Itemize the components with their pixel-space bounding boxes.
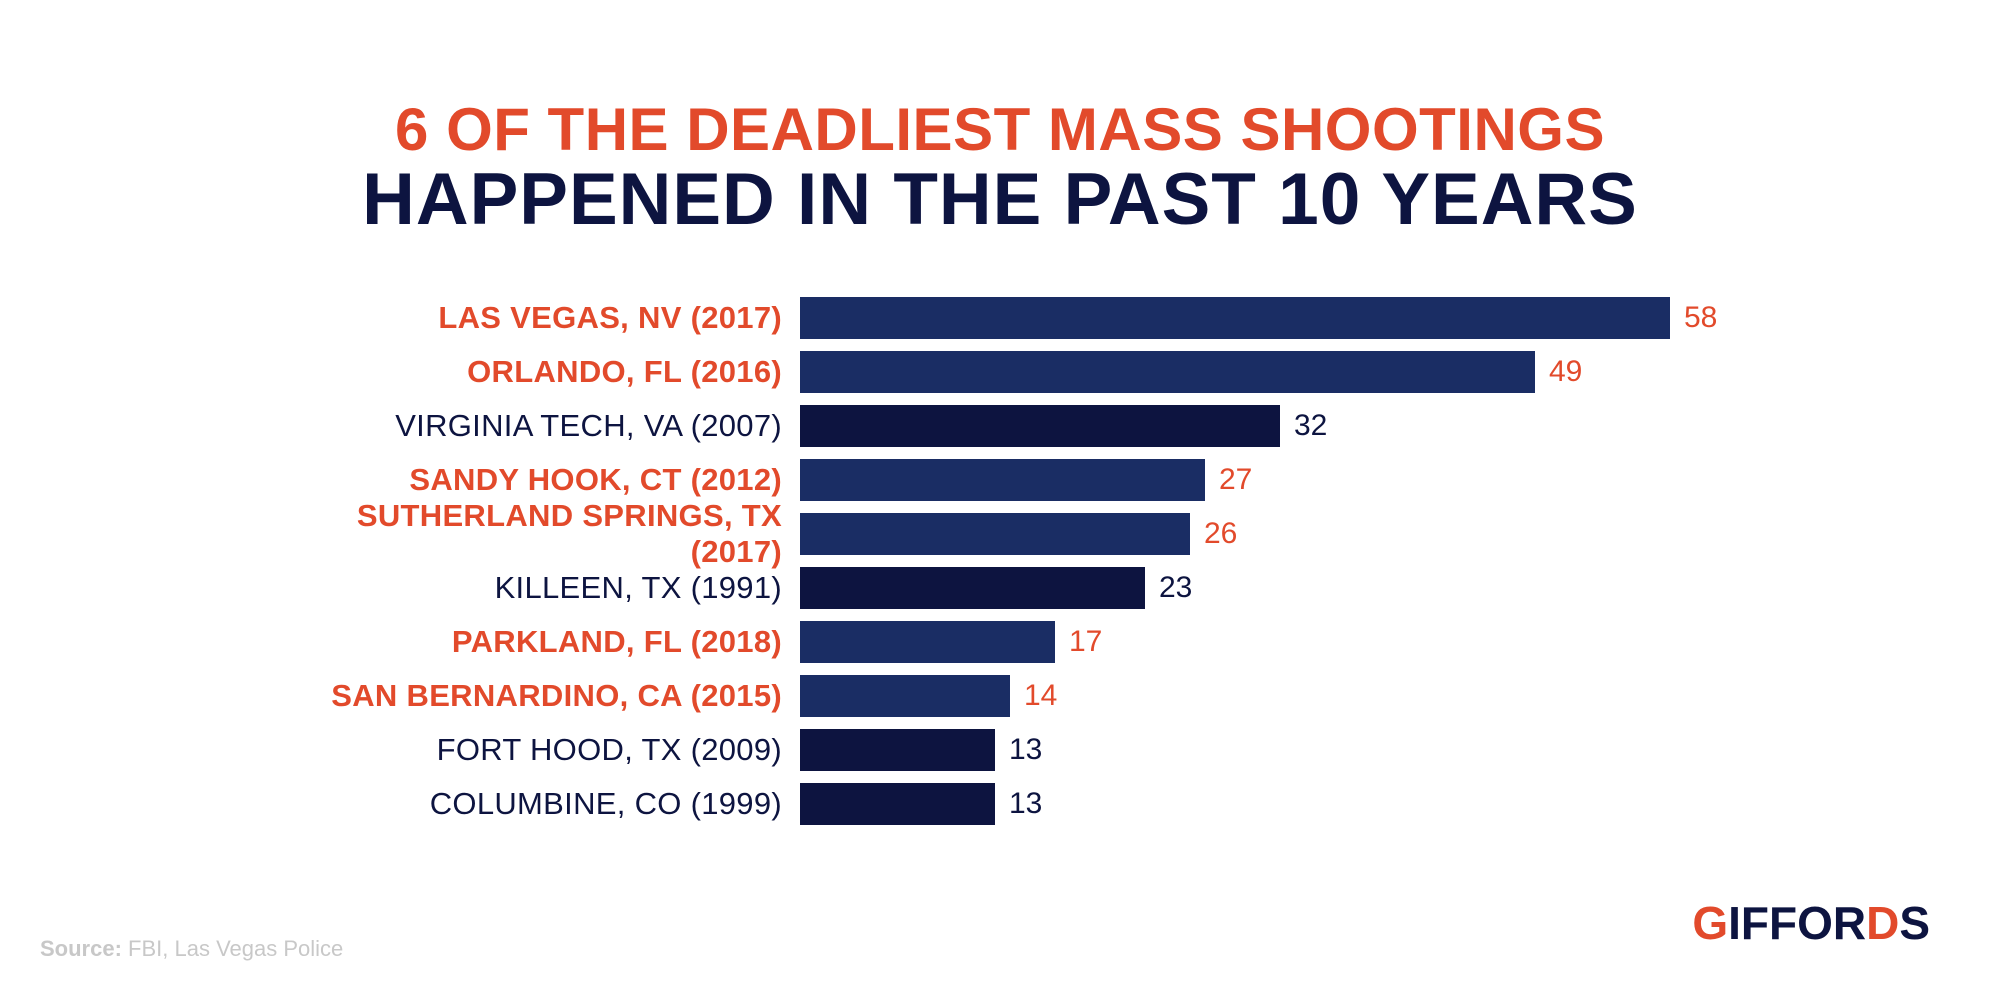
bar-label: PARKLAND, FL (2018)	[270, 624, 800, 660]
bar-value: 49	[1549, 355, 1582, 389]
bar-label: SANDY HOOK, CT (2012)	[270, 462, 800, 498]
title-line-2: HAPPENED IN THE PAST 10 YEARS	[120, 158, 1880, 241]
bar-value: 14	[1024, 679, 1057, 713]
chart-row: LAS VEGAS, NV (2017) 58	[270, 291, 1730, 345]
source-text: FBI, Las Vegas Police	[122, 936, 343, 961]
chart-row: PARKLAND, FL (2018) 17	[270, 615, 1730, 669]
bar-value: 13	[1009, 733, 1042, 767]
bar-label: FORT HOOD, TX (2009)	[270, 732, 800, 768]
bar-area: 14	[800, 675, 1730, 717]
bar-value: 13	[1009, 787, 1042, 821]
title-line-1: 6 OF THE DEADLIEST MASS SHOOTINGS	[120, 95, 1880, 164]
chart-row: SAN BERNARDINO, CA (2015) 14	[270, 669, 1730, 723]
bar-area: 13	[800, 783, 1730, 825]
logo-part-4: S	[1899, 897, 1930, 949]
bar-label: SAN BERNARDINO, CA (2015)	[270, 678, 800, 714]
bar	[800, 297, 1670, 339]
logo-part-2: IFFOR	[1728, 897, 1866, 949]
giffords-logo: GIFFORDS	[1692, 896, 1930, 950]
bar-value: 32	[1294, 409, 1327, 443]
bar	[800, 783, 995, 825]
bar-chart: LAS VEGAS, NV (2017) 58 ORLANDO, FL (2016)…	[270, 291, 1730, 831]
infographic-container: 6 OF THE DEADLIEST MASS SHOOTINGS HAPPEN…	[0, 0, 2000, 1000]
bar-area: 58	[800, 297, 1730, 339]
bar-value: 58	[1684, 301, 1717, 335]
logo-part-1: G	[1692, 897, 1728, 949]
bar-area: 23	[800, 567, 1730, 609]
chart-row: FORT HOOD, TX (2009) 13	[270, 723, 1730, 777]
bar-area: 27	[800, 459, 1730, 501]
bar-label: KILLEEN, TX (1991)	[270, 570, 800, 606]
bar-area: 26	[800, 513, 1730, 555]
bar-value: 27	[1219, 463, 1252, 497]
chart-row: KILLEEN, TX (1991) 23	[270, 561, 1730, 615]
source-prefix: Source:	[40, 936, 122, 961]
bar-area: 17	[800, 621, 1730, 663]
chart-row: COLUMBINE, CO (1999) 13	[270, 777, 1730, 831]
title-block: 6 OF THE DEADLIEST MASS SHOOTINGS HAPPEN…	[120, 95, 1880, 241]
bar	[800, 513, 1190, 555]
bar-value: 17	[1069, 625, 1102, 659]
bar-label: LAS VEGAS, NV (2017)	[270, 300, 800, 336]
bar-value: 26	[1204, 517, 1237, 551]
chart-row: ORLANDO, FL (2016) 49	[270, 345, 1730, 399]
bar	[800, 405, 1280, 447]
chart-row: VIRGINIA TECH, VA (2007) 32	[270, 399, 1730, 453]
bar	[800, 675, 1010, 717]
bar-area: 13	[800, 729, 1730, 771]
bar	[800, 351, 1535, 393]
bar-area: 49	[800, 351, 1730, 393]
source-credit: Source: FBI, Las Vegas Police	[40, 936, 343, 962]
bar	[800, 621, 1055, 663]
bar-label: COLUMBINE, CO (1999)	[270, 786, 800, 822]
bar-value: 23	[1159, 571, 1192, 605]
logo-part-3: D	[1866, 897, 1899, 949]
bar-label: ORLANDO, FL (2016)	[270, 354, 800, 390]
bar-label: SUTHERLAND SPRINGS, TX (2017)	[270, 498, 800, 570]
bar	[800, 459, 1205, 501]
bar	[800, 567, 1145, 609]
bar	[800, 729, 995, 771]
bar-label: VIRGINIA TECH, VA (2007)	[270, 408, 800, 444]
bar-area: 32	[800, 405, 1730, 447]
chart-row: SUTHERLAND SPRINGS, TX (2017)26	[270, 507, 1730, 561]
